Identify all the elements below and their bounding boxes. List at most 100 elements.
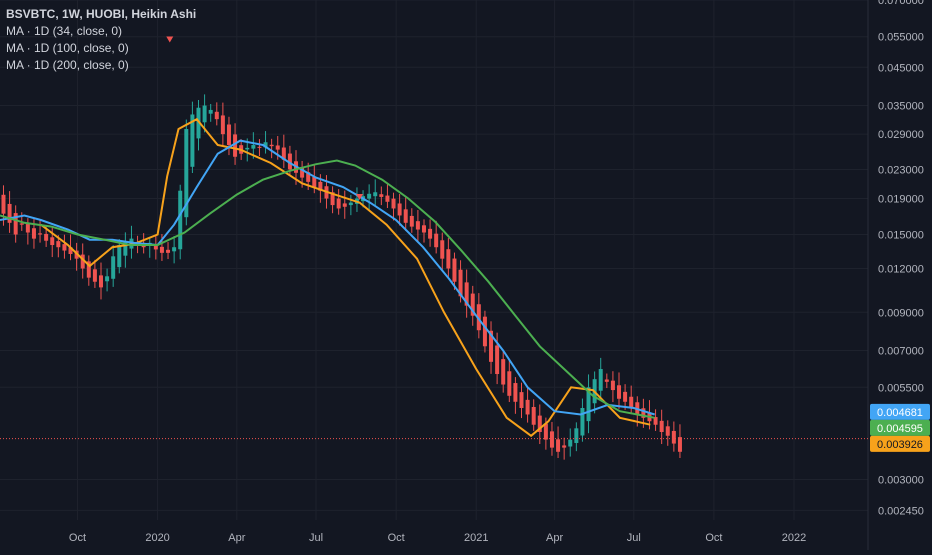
candle-body — [641, 408, 646, 418]
candle-body — [7, 203, 12, 223]
x-tick-label: Jul — [309, 532, 323, 544]
candle-body — [190, 114, 195, 167]
candle-body — [172, 247, 177, 252]
candle-body — [62, 244, 67, 251]
candle-body — [111, 256, 116, 279]
y-tick-label: 0.070000 — [878, 0, 924, 7]
y-tick-label: 0.035000 — [878, 101, 924, 113]
candle-body — [330, 192, 335, 206]
ma-line — [0, 139, 655, 416]
y-tick-label: 0.012000 — [878, 263, 924, 275]
y-tick-label: 0.002450 — [878, 505, 924, 517]
candle-body — [434, 233, 439, 248]
candle-body — [610, 380, 615, 391]
candle-body — [31, 228, 36, 239]
ma-line — [40, 117, 651, 438]
candle-body — [409, 215, 414, 227]
candle-body — [318, 181, 323, 191]
candle-body — [665, 426, 670, 436]
chart-legend: BSVBTC, 1W, HUOBI, Heikin Ashi MA · 1D (… — [6, 6, 196, 74]
candle-body — [263, 142, 268, 148]
price-label-box — [870, 419, 930, 436]
candle-body — [586, 387, 591, 422]
candle-body — [507, 371, 512, 396]
candle-body — [464, 282, 469, 306]
candle-body — [269, 144, 274, 147]
candle-body — [13, 213, 18, 235]
candle-body — [220, 115, 225, 135]
price-label: 0.003926 — [877, 439, 923, 451]
candle-body — [196, 107, 201, 139]
candle-body — [537, 415, 542, 432]
x-tick-label: Apr — [228, 532, 245, 544]
candle-body — [287, 153, 292, 170]
candle-body — [117, 245, 122, 268]
candle-body — [525, 399, 530, 415]
candle-body — [659, 420, 664, 432]
candle-body — [50, 237, 55, 246]
candle-body — [25, 224, 30, 233]
candle-body — [312, 176, 317, 187]
candle-body — [397, 203, 402, 216]
candle-body — [336, 198, 341, 209]
y-tick-label: 0.007000 — [878, 346, 924, 358]
candle-body — [562, 445, 567, 448]
candle-body — [300, 166, 305, 178]
candle-body — [178, 190, 183, 250]
y-tick-label: 0.055000 — [878, 32, 924, 44]
candle-body — [245, 147, 250, 150]
price-label-box — [870, 403, 930, 420]
candle-body — [373, 192, 378, 197]
candle-body — [428, 228, 433, 239]
sell-marker-icon — [166, 36, 174, 43]
candle-body — [105, 276, 110, 282]
y-tick-label: 0.009000 — [878, 307, 924, 319]
candle-body — [476, 304, 481, 331]
candle-body — [184, 128, 189, 218]
price-label: 0.004681 — [877, 407, 923, 419]
price-label: 0.004595 — [877, 423, 923, 435]
ma100-legend-label[interactable]: MA · 1D (100, close, 0) — [6, 41, 129, 55]
y-tick-label: 0.029000 — [878, 129, 924, 141]
y-tick-label: 0.015000 — [878, 230, 924, 242]
candle-body — [617, 385, 622, 399]
candle-body — [598, 369, 603, 391]
candle-body — [98, 275, 103, 288]
candle-body — [446, 249, 451, 269]
symbol-title[interactable]: BSVBTC, 1W, HUOBI, Heikin Ashi — [6, 7, 197, 21]
candle-body — [44, 233, 49, 241]
candle-body — [482, 316, 487, 347]
candle-body — [519, 392, 524, 408]
candle-body — [623, 391, 628, 402]
candle-body — [208, 109, 213, 114]
y-tick-label: 0.023000 — [878, 164, 924, 176]
ma200-legend-label[interactable]: MA · 1D (200, close, 0) — [6, 58, 129, 72]
candle-body — [440, 240, 445, 259]
candle-body — [367, 193, 372, 199]
candle-body — [385, 195, 390, 202]
x-tick-label: Oct — [388, 532, 405, 544]
candle-body — [251, 145, 256, 149]
candle-body — [391, 198, 396, 209]
candle-body — [549, 431, 554, 448]
candle-body — [415, 221, 420, 230]
y-tick-label: 0.019000 — [878, 194, 924, 206]
x-tick-label: 2020 — [145, 532, 169, 544]
candle-body — [38, 233, 43, 235]
candle-body — [604, 379, 609, 382]
candle-body — [531, 406, 536, 425]
candle-body — [574, 428, 579, 444]
candle-body — [671, 430, 676, 444]
candle-body — [421, 225, 426, 233]
ma34-legend-label[interactable]: MA · 1D (34, close, 0) — [6, 24, 123, 38]
candle-body — [580, 407, 585, 436]
candle-body — [153, 244, 158, 250]
candle-body — [495, 345, 500, 375]
candle-body — [281, 147, 286, 160]
x-tick-label: Oct — [705, 532, 722, 544]
candle-body — [80, 254, 85, 269]
candle-body — [86, 261, 91, 278]
candle-body — [159, 246, 164, 253]
